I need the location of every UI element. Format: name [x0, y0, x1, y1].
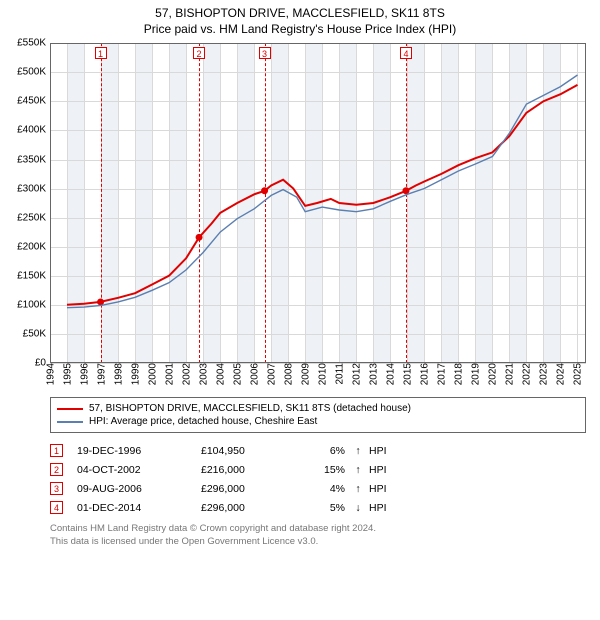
- x-tick-label: 2007: [265, 363, 278, 385]
- event-arrow-icon: ↓: [351, 502, 365, 514]
- x-tick-label: 2005: [231, 363, 244, 385]
- x-tick-label: 1994: [44, 363, 57, 385]
- x-tick-label: 2012: [350, 363, 363, 385]
- y-tick-label: £500K: [17, 67, 50, 78]
- legend-item: 57, BISHOPTON DRIVE, MACCLESFIELD, SK11 …: [57, 402, 579, 415]
- event-pct: 6%: [305, 445, 347, 457]
- event-arrow-icon: ↑: [351, 464, 365, 476]
- x-tick-label: 1999: [129, 363, 142, 385]
- series-line: [67, 85, 578, 305]
- event-price: £216,000: [201, 464, 301, 476]
- y-tick-label: £350K: [17, 154, 50, 165]
- legend: 57, BISHOPTON DRIVE, MACCLESFIELD, SK11 …: [50, 397, 586, 433]
- x-tick-label: 2024: [554, 363, 567, 385]
- event-row: 1 19-DEC-1996 £104,950 6% ↑ HPI: [50, 441, 586, 460]
- event-suffix: HPI: [369, 464, 387, 476]
- y-tick-label: £100K: [17, 300, 50, 311]
- event-row: 3 09-AUG-2006 £296,000 4% ↑ HPI: [50, 479, 586, 498]
- event-number-box: 4: [50, 501, 63, 514]
- legend-label: HPI: Average price, detached house, Ches…: [89, 416, 317, 427]
- event-price: £296,000: [201, 483, 301, 495]
- legend-item: HPI: Average price, detached house, Ches…: [57, 415, 579, 428]
- legend-swatch: [57, 408, 83, 410]
- y-tick-label: £250K: [17, 212, 50, 223]
- x-tick-label: 1995: [61, 363, 74, 385]
- x-tick-label: 2013: [367, 363, 380, 385]
- event-pct: 4%: [305, 483, 347, 495]
- event-suffix: HPI: [369, 483, 387, 495]
- series-line: [67, 75, 578, 308]
- event-price: £296,000: [201, 502, 301, 514]
- x-tick-label: 2022: [520, 363, 533, 385]
- x-tick-label: 2004: [214, 363, 227, 385]
- y-tick-label: £300K: [17, 183, 50, 194]
- x-tick-label: 2011: [333, 363, 346, 385]
- footer: Contains HM Land Registry data © Crown c…: [50, 523, 586, 548]
- x-tick-label: 2014: [384, 363, 397, 385]
- event-suffix: HPI: [369, 502, 387, 514]
- event-row: 2 04-OCT-2002 £216,000 15% ↑ HPI: [50, 460, 586, 479]
- event-number-box: 3: [50, 482, 63, 495]
- events-table: 1 19-DEC-1996 £104,950 6% ↑ HPI 2 04-OCT-2002 £2…: [50, 441, 586, 517]
- series-marker: [196, 234, 203, 241]
- event-number-box: 1: [50, 444, 63, 457]
- x-tick-label: 2010: [316, 363, 329, 385]
- y-tick-label: £450K: [17, 96, 50, 107]
- event-number-box: 2: [50, 463, 63, 476]
- x-tick-label: 2025: [571, 363, 584, 385]
- page: 57, BISHOPTON DRIVE, MACCLESFIELD, SK11 …: [0, 0, 600, 620]
- event-row: 4 01-DEC-2014 £296,000 5% ↓ HPI: [50, 498, 586, 517]
- event-date: 01-DEC-2014: [77, 502, 197, 514]
- series-marker: [261, 187, 268, 194]
- x-tick-label: 2009: [299, 363, 312, 385]
- x-tick-label: 2002: [180, 363, 193, 385]
- x-tick-label: 2021: [503, 363, 516, 385]
- event-pct: 15%: [305, 464, 347, 476]
- title-line-1: 57, BISHOPTON DRIVE, MACCLESFIELD, SK11 …: [8, 6, 592, 22]
- x-tick-label: 2018: [452, 363, 465, 385]
- legend-swatch: [57, 421, 83, 423]
- event-suffix: HPI: [369, 445, 387, 457]
- footer-line-1: Contains HM Land Registry data © Crown c…: [50, 523, 586, 535]
- event-price: £104,950: [201, 445, 301, 457]
- title-line-2: Price paid vs. HM Land Registry's House …: [8, 22, 592, 38]
- x-tick-label: 2023: [537, 363, 550, 385]
- x-tick-label: 2008: [282, 363, 295, 385]
- x-tick-label: 2001: [163, 363, 176, 385]
- plot-inner: £0£50K£100K£150K£200K£250K£300K£350K£400…: [50, 43, 586, 363]
- x-tick-label: 1997: [95, 363, 108, 385]
- event-arrow-icon: ↑: [351, 445, 365, 457]
- chart: £0£50K£100K£150K£200K£250K£300K£350K£400…: [50, 43, 586, 363]
- x-tick-label: 2003: [197, 363, 210, 385]
- x-tick-label: 2020: [486, 363, 499, 385]
- footer-line-2: This data is licensed under the Open Gov…: [50, 536, 586, 548]
- y-tick-label: £150K: [17, 270, 50, 281]
- x-tick-label: 2015: [401, 363, 414, 385]
- event-date: 04-OCT-2002: [77, 464, 197, 476]
- x-tick-label: 2019: [469, 363, 482, 385]
- y-tick-label: £200K: [17, 241, 50, 252]
- y-tick-label: £400K: [17, 125, 50, 136]
- x-tick-label: 2017: [435, 363, 448, 385]
- x-tick-label: 2006: [248, 363, 261, 385]
- y-tick-label: £550K: [17, 38, 50, 49]
- x-tick-label: 1998: [112, 363, 125, 385]
- legend-label: 57, BISHOPTON DRIVE, MACCLESFIELD, SK11 …: [89, 403, 411, 414]
- event-pct: 5%: [305, 502, 347, 514]
- x-tick-label: 2016: [418, 363, 431, 385]
- event-date: 09-AUG-2006: [77, 483, 197, 495]
- title-block: 57, BISHOPTON DRIVE, MACCLESFIELD, SK11 …: [8, 6, 592, 37]
- event-arrow-icon: ↑: [351, 483, 365, 495]
- x-tick-label: 1996: [78, 363, 91, 385]
- x-tick-label: 2000: [146, 363, 159, 385]
- chart-svg: [50, 43, 586, 363]
- y-tick-label: £50K: [23, 329, 50, 340]
- event-date: 19-DEC-1996: [77, 445, 197, 457]
